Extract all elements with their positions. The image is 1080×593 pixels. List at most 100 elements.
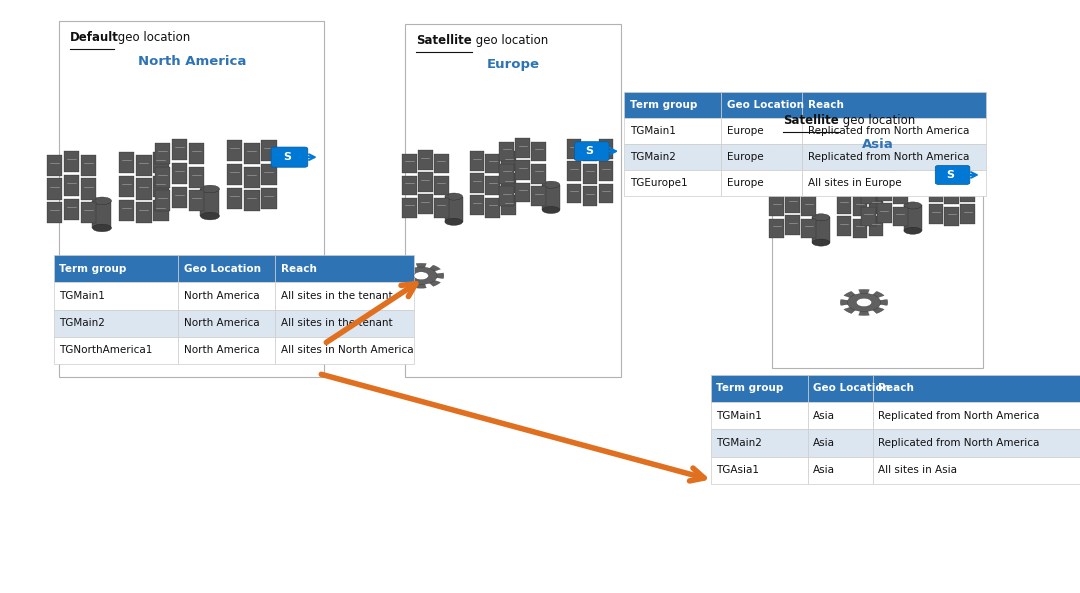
FancyBboxPatch shape	[624, 92, 721, 118]
FancyBboxPatch shape	[808, 457, 873, 484]
FancyBboxPatch shape	[445, 196, 462, 222]
Ellipse shape	[201, 212, 219, 220]
Text: S: S	[946, 170, 955, 180]
FancyBboxPatch shape	[153, 152, 168, 173]
Text: geo location: geo location	[472, 34, 549, 47]
FancyBboxPatch shape	[515, 138, 530, 158]
Wedge shape	[843, 302, 864, 314]
Text: Europe: Europe	[727, 126, 764, 136]
FancyBboxPatch shape	[64, 175, 79, 196]
FancyBboxPatch shape	[244, 167, 259, 188]
FancyBboxPatch shape	[769, 174, 784, 194]
Text: Asia: Asia	[813, 466, 835, 475]
FancyBboxPatch shape	[893, 207, 907, 227]
FancyBboxPatch shape	[624, 144, 721, 170]
Text: Europe: Europe	[727, 178, 764, 188]
FancyBboxPatch shape	[802, 118, 986, 144]
FancyBboxPatch shape	[172, 187, 187, 208]
Text: TGNorthAmerica1: TGNorthAmerica1	[59, 346, 152, 355]
FancyBboxPatch shape	[868, 172, 883, 192]
FancyBboxPatch shape	[929, 205, 943, 224]
FancyBboxPatch shape	[877, 181, 892, 201]
Ellipse shape	[904, 202, 921, 209]
FancyBboxPatch shape	[801, 196, 815, 216]
FancyBboxPatch shape	[785, 193, 800, 213]
FancyBboxPatch shape	[178, 310, 275, 337]
FancyBboxPatch shape	[567, 184, 581, 203]
Text: Geo Location: Geo Location	[813, 384, 890, 393]
FancyBboxPatch shape	[721, 170, 802, 196]
Text: TGAsia1: TGAsia1	[716, 466, 759, 475]
Wedge shape	[421, 265, 441, 276]
FancyBboxPatch shape	[434, 198, 448, 218]
FancyBboxPatch shape	[531, 164, 545, 184]
FancyBboxPatch shape	[904, 205, 921, 231]
Text: TGMain1: TGMain1	[716, 411, 761, 420]
FancyBboxPatch shape	[172, 139, 187, 160]
FancyBboxPatch shape	[499, 142, 514, 161]
FancyBboxPatch shape	[583, 142, 597, 161]
FancyBboxPatch shape	[837, 172, 851, 192]
Ellipse shape	[93, 224, 111, 232]
Text: TGMain1: TGMain1	[59, 291, 105, 301]
Text: geo location: geo location	[114, 31, 190, 44]
Ellipse shape	[93, 197, 111, 205]
Circle shape	[414, 272, 429, 280]
FancyBboxPatch shape	[721, 118, 802, 144]
FancyBboxPatch shape	[402, 198, 417, 218]
FancyBboxPatch shape	[785, 215, 800, 235]
Text: TGMain2: TGMain2	[716, 438, 761, 448]
Wedge shape	[416, 276, 427, 288]
Text: All sites in North America: All sites in North America	[281, 346, 414, 355]
FancyBboxPatch shape	[802, 144, 986, 170]
FancyBboxPatch shape	[178, 255, 275, 282]
Text: All sites in the tenant: All sites in the tenant	[281, 318, 392, 328]
FancyBboxPatch shape	[59, 21, 324, 377]
FancyBboxPatch shape	[868, 216, 883, 236]
Text: North America: North America	[137, 55, 246, 68]
FancyBboxPatch shape	[944, 207, 959, 227]
Text: Replicated from North America: Replicated from North America	[808, 152, 969, 162]
FancyBboxPatch shape	[244, 143, 259, 164]
FancyBboxPatch shape	[189, 190, 204, 212]
Text: Geo Location: Geo Location	[727, 100, 804, 110]
FancyBboxPatch shape	[405, 24, 621, 377]
FancyBboxPatch shape	[960, 205, 975, 224]
FancyBboxPatch shape	[575, 142, 609, 161]
FancyBboxPatch shape	[769, 196, 784, 216]
FancyBboxPatch shape	[81, 155, 96, 176]
FancyBboxPatch shape	[501, 173, 516, 193]
Wedge shape	[843, 291, 864, 302]
FancyBboxPatch shape	[853, 174, 867, 194]
FancyBboxPatch shape	[434, 154, 448, 173]
FancyBboxPatch shape	[227, 188, 242, 209]
Wedge shape	[421, 276, 441, 286]
FancyBboxPatch shape	[136, 202, 151, 224]
Ellipse shape	[445, 193, 462, 200]
FancyBboxPatch shape	[598, 139, 613, 159]
FancyBboxPatch shape	[567, 161, 581, 181]
FancyBboxPatch shape	[136, 178, 151, 200]
FancyBboxPatch shape	[261, 141, 276, 161]
FancyBboxPatch shape	[275, 255, 414, 282]
FancyBboxPatch shape	[154, 190, 171, 212]
FancyBboxPatch shape	[624, 118, 721, 144]
FancyBboxPatch shape	[486, 198, 500, 218]
FancyBboxPatch shape	[772, 104, 983, 368]
FancyBboxPatch shape	[531, 142, 545, 161]
FancyBboxPatch shape	[501, 151, 516, 171]
FancyBboxPatch shape	[470, 173, 484, 193]
Text: North America: North America	[184, 346, 259, 355]
FancyBboxPatch shape	[873, 457, 1080, 484]
Wedge shape	[840, 299, 864, 305]
FancyBboxPatch shape	[598, 184, 613, 203]
FancyBboxPatch shape	[531, 186, 545, 206]
FancyBboxPatch shape	[837, 216, 851, 236]
FancyBboxPatch shape	[583, 164, 597, 184]
FancyBboxPatch shape	[153, 176, 168, 197]
FancyBboxPatch shape	[418, 195, 433, 214]
Ellipse shape	[812, 213, 829, 221]
FancyBboxPatch shape	[944, 162, 959, 182]
FancyBboxPatch shape	[178, 337, 275, 364]
Circle shape	[856, 298, 872, 307]
